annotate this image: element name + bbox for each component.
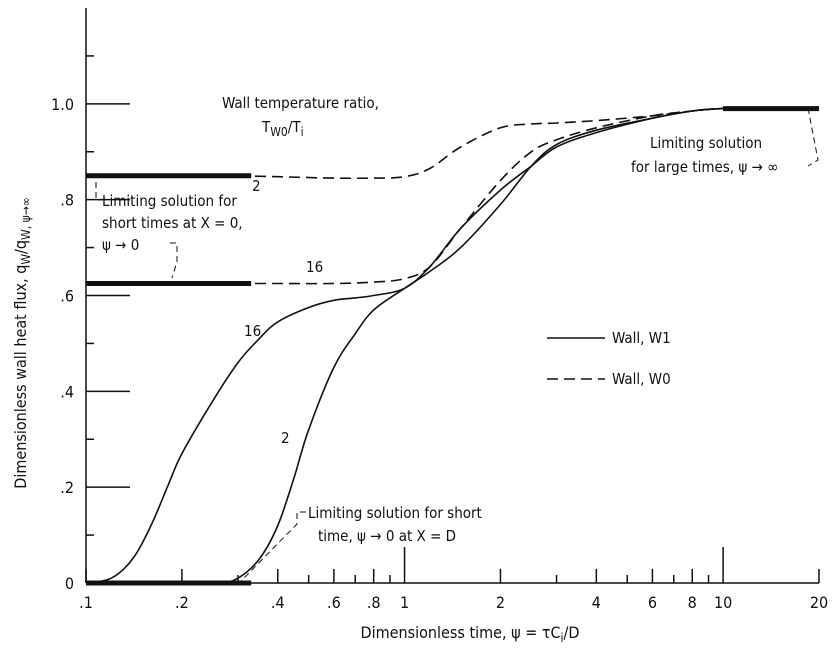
guide-short-x0-lower bbox=[170, 242, 178, 279]
x-tick-label: 2 bbox=[496, 593, 505, 612]
guide-short-xd bbox=[239, 511, 306, 583]
legend: Wall, W1 Wall, W0 bbox=[547, 329, 671, 388]
y-tick-label: 1.0 bbox=[51, 95, 74, 114]
y-tick-label: .2 bbox=[60, 478, 74, 497]
series-line-w1-2 bbox=[86, 107, 819, 585]
parameter-heading: Wall temperature ratio, bbox=[222, 94, 379, 112]
x-tick-label: .1 bbox=[79, 593, 93, 612]
series-line-w0-2 bbox=[237, 107, 819, 180]
x-tick-label: 10 bbox=[714, 593, 732, 612]
guide-short-x0-upper bbox=[95, 182, 102, 201]
annotation-short-xd-line2: time, ψ → 0 at X = D bbox=[318, 527, 456, 545]
y-axis-label: Dimensionless wall heat flux, qW/qW, ψ→∞ bbox=[11, 197, 33, 489]
parameter-symbol: TW0/Ti bbox=[261, 118, 304, 139]
annotation-large-line1: Limiting solution bbox=[650, 134, 762, 152]
annotation-short-x0-line3: ψ → 0 bbox=[102, 236, 139, 254]
x-tick-label: .4 bbox=[271, 593, 285, 612]
annotation-short-xd-line1: Limiting solution for short bbox=[308, 504, 482, 522]
x-tick-label: 6 bbox=[648, 593, 657, 612]
curve-label-w1-2: 2 bbox=[281, 429, 290, 447]
x-tick-label: .8 bbox=[367, 593, 381, 612]
series bbox=[85, 107, 819, 585]
y-tick-label: 0 bbox=[65, 574, 74, 593]
x-tick-label: 4 bbox=[592, 593, 601, 612]
x-axis-label: Dimensionless time, ψ = τCi/D bbox=[361, 623, 580, 645]
x-tick-label: 20 bbox=[810, 593, 828, 612]
y-tick-label: .6 bbox=[60, 287, 74, 306]
legend-label-w0: Wall, W0 bbox=[612, 370, 671, 388]
guide-large bbox=[807, 107, 819, 167]
y-tick-label: .4 bbox=[60, 382, 74, 401]
curve-label-w1-16: 16 bbox=[244, 322, 261, 340]
x-tick-label: .6 bbox=[327, 593, 341, 612]
axes bbox=[85, 8, 819, 584]
x-tick-label: .2 bbox=[175, 593, 189, 612]
annotation-large-line2: for large times, ψ → ∞ bbox=[631, 158, 778, 176]
x-tick-label: 1 bbox=[400, 593, 409, 612]
legend-label-w1: Wall, W1 bbox=[612, 329, 671, 347]
y-tick-label: .8 bbox=[60, 191, 74, 210]
x-tick-label: 8 bbox=[688, 593, 697, 612]
curve-label-w0-2: 2 bbox=[252, 177, 261, 195]
ticks: .1 .2 .4 .6 .8 1 2 4 6 8 10 20 0 .2 .4 .6 .8 1.0 bbox=[51, 55, 828, 612]
annotation-short-x0-line2: short times at X = 0, bbox=[102, 214, 243, 232]
curve-label-w0-16: 16 bbox=[306, 258, 323, 276]
annotation-short-x0-line1: Limiting solution for bbox=[102, 192, 237, 210]
